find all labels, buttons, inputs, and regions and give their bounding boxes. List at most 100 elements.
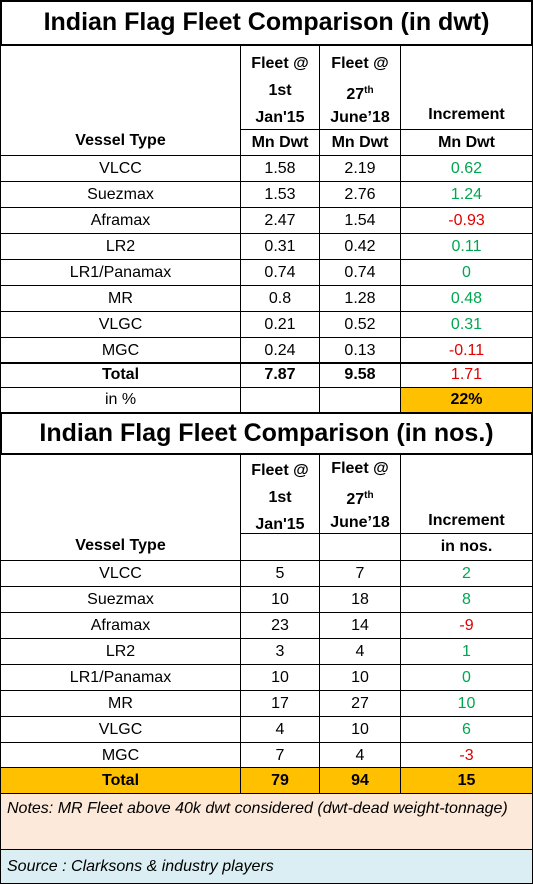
fleet-2015-cell: 17 [240,690,320,717]
vessel-type-cell: Suezmax [0,181,241,208]
increment-cell: 6 [400,716,533,743]
table-dwt-percent-empty-2015 [240,387,320,413]
vessel-type-cell: MGC [0,337,241,364]
increment-cell: 2 [400,560,533,587]
fleet-2015-cell: 0.8 [240,285,320,312]
fleet-2018-cell: 10 [319,664,401,691]
table-dwt-title: Indian Flag Fleet Comparison (in dwt) [0,0,533,46]
fleet-2018-cell: 1.54 [319,207,401,234]
header-line: 27th [346,482,373,509]
table-dwt-total-2015: 7.87 [240,362,320,388]
vessel-type-cell: LR1/Panamax [0,259,241,286]
fleet-2015-cell: 0.31 [240,233,320,260]
header-day: 27 [346,86,365,103]
header-ordinal: th [364,490,374,501]
fleet-2018-cell: 14 [319,612,401,639]
increment-cell: 0.62 [400,155,533,182]
table-nos-unit-increment: in nos. [400,533,533,561]
fleet-2015-cell: 0.24 [240,337,320,364]
table-dwt-total-2018: 9.58 [319,362,401,388]
fleet-2015-cell: 5 [240,560,320,587]
vessel-type-cell: VLGC [0,716,241,743]
table-nos-total-2015: 79 [240,767,320,794]
table-dwt-percent-label: in % [0,387,241,413]
table-nos-title: Indian Flag Fleet Comparison (in nos.) [0,412,533,455]
vessel-type-cell: MR [0,285,241,312]
header-line: 27th [346,77,373,104]
header-line: Fleet @ [251,462,309,479]
fleet-2018-cell: 0.52 [319,311,401,338]
vessel-type-cell: LR1/Panamax [0,664,241,691]
fleet-2015-cell: 10 [240,664,320,691]
table-dwt-total-label: Total [0,362,241,388]
source-box: Source : Clarksons & industry players [0,849,533,884]
vessel-type-cell: VLGC [0,311,241,338]
fleet-2015-cell: 0.21 [240,311,320,338]
fleet-2015-cell: 23 [240,612,320,639]
header-line: Fleet @ [331,460,389,477]
increment-cell: 0 [400,664,533,691]
fleet-2018-cell: 18 [319,586,401,613]
header-line: June’18 [330,109,390,126]
fleet-2018-cell: 4 [319,742,401,769]
vessel-type-cell: Suezmax [0,586,241,613]
table-nos-total-2018: 94 [319,767,401,794]
increment-cell: 0 [400,259,533,286]
table-nos-col-2018-header: Fleet @ 27th June’18 [319,454,401,534]
vessel-type-label: Vessel Type [75,537,166,555]
table-dwt-percent-empty-2018 [319,387,401,413]
table-nos-total-label: Total [0,767,241,794]
table-dwt-percent-value: 22% [400,387,533,413]
table-dwt-unit-increment: Mn Dwt [400,129,533,156]
notes-box: Notes: MR Fleet above 40k dwt considered… [0,793,533,850]
fleet-2015-cell: 7 [240,742,320,769]
table-dwt-increment-header: Increment [400,45,533,130]
table-dwt-col-2015-header: Fleet @ 1st Jan'15 [240,45,320,130]
fleet-2018-cell: 7 [319,560,401,587]
vessel-type-cell: Aframax [0,207,241,234]
table-nos-unit-empty-2018 [319,533,401,561]
increment-cell: 0.31 [400,311,533,338]
table-dwt-unit-2018: Mn Dwt [319,129,401,156]
table-dwt-total-increment: 1.71 [400,362,533,388]
vessel-type-cell: MGC [0,742,241,769]
table-dwt-col-2018-header: Fleet @ 27th June’18 [319,45,401,130]
table-nos-col-2015-header: Fleet @ 1st Jan'15 [240,454,320,534]
header-line: 1st [268,489,292,506]
increment-cell: 8 [400,586,533,613]
vessel-type-label: Vessel Type [75,132,166,150]
fleet-2015-cell: 10 [240,586,320,613]
fleet-2018-cell: 1.28 [319,285,401,312]
header-line: Fleet @ [251,55,309,72]
table-nos-total-increment: 15 [400,767,533,794]
header-line: 1st [268,82,292,99]
increment-cell: 10 [400,690,533,717]
fleet-2018-cell: 2.76 [319,181,401,208]
header-day: 27 [346,491,365,508]
increment-cell: -0.11 [400,337,533,364]
vessel-type-cell: LR2 [0,233,241,260]
increment-cell: 1 [400,638,533,665]
header-line: Jan'15 [255,516,305,533]
table-dwt-unit-2015: Mn Dwt [240,129,320,156]
fleet-2015-cell: 3 [240,638,320,665]
table-nos-unit-empty-2015 [240,533,320,561]
vessel-type-cell: VLCC [0,155,241,182]
vessel-type-cell: Aframax [0,612,241,639]
header-line: Jan'15 [255,109,305,126]
vessel-type-cell: LR2 [0,638,241,665]
increment-cell: 0.11 [400,233,533,260]
fleet-2018-cell: 0.13 [319,337,401,364]
vessel-type-cell: VLCC [0,560,241,587]
increment-cell: -0.93 [400,207,533,234]
table-nos-vessel-type-header: Vessel Type [0,454,241,561]
fleet-2018-cell: 0.74 [319,259,401,286]
increment-cell: -9 [400,612,533,639]
header-line: June’18 [330,514,390,531]
fleet-2015-cell: 1.58 [240,155,320,182]
fleet-2015-cell: 0.74 [240,259,320,286]
vessel-type-cell: MR [0,690,241,717]
fleet-2018-cell: 0.42 [319,233,401,260]
table-dwt-vessel-type-header: Vessel Type [0,45,241,156]
